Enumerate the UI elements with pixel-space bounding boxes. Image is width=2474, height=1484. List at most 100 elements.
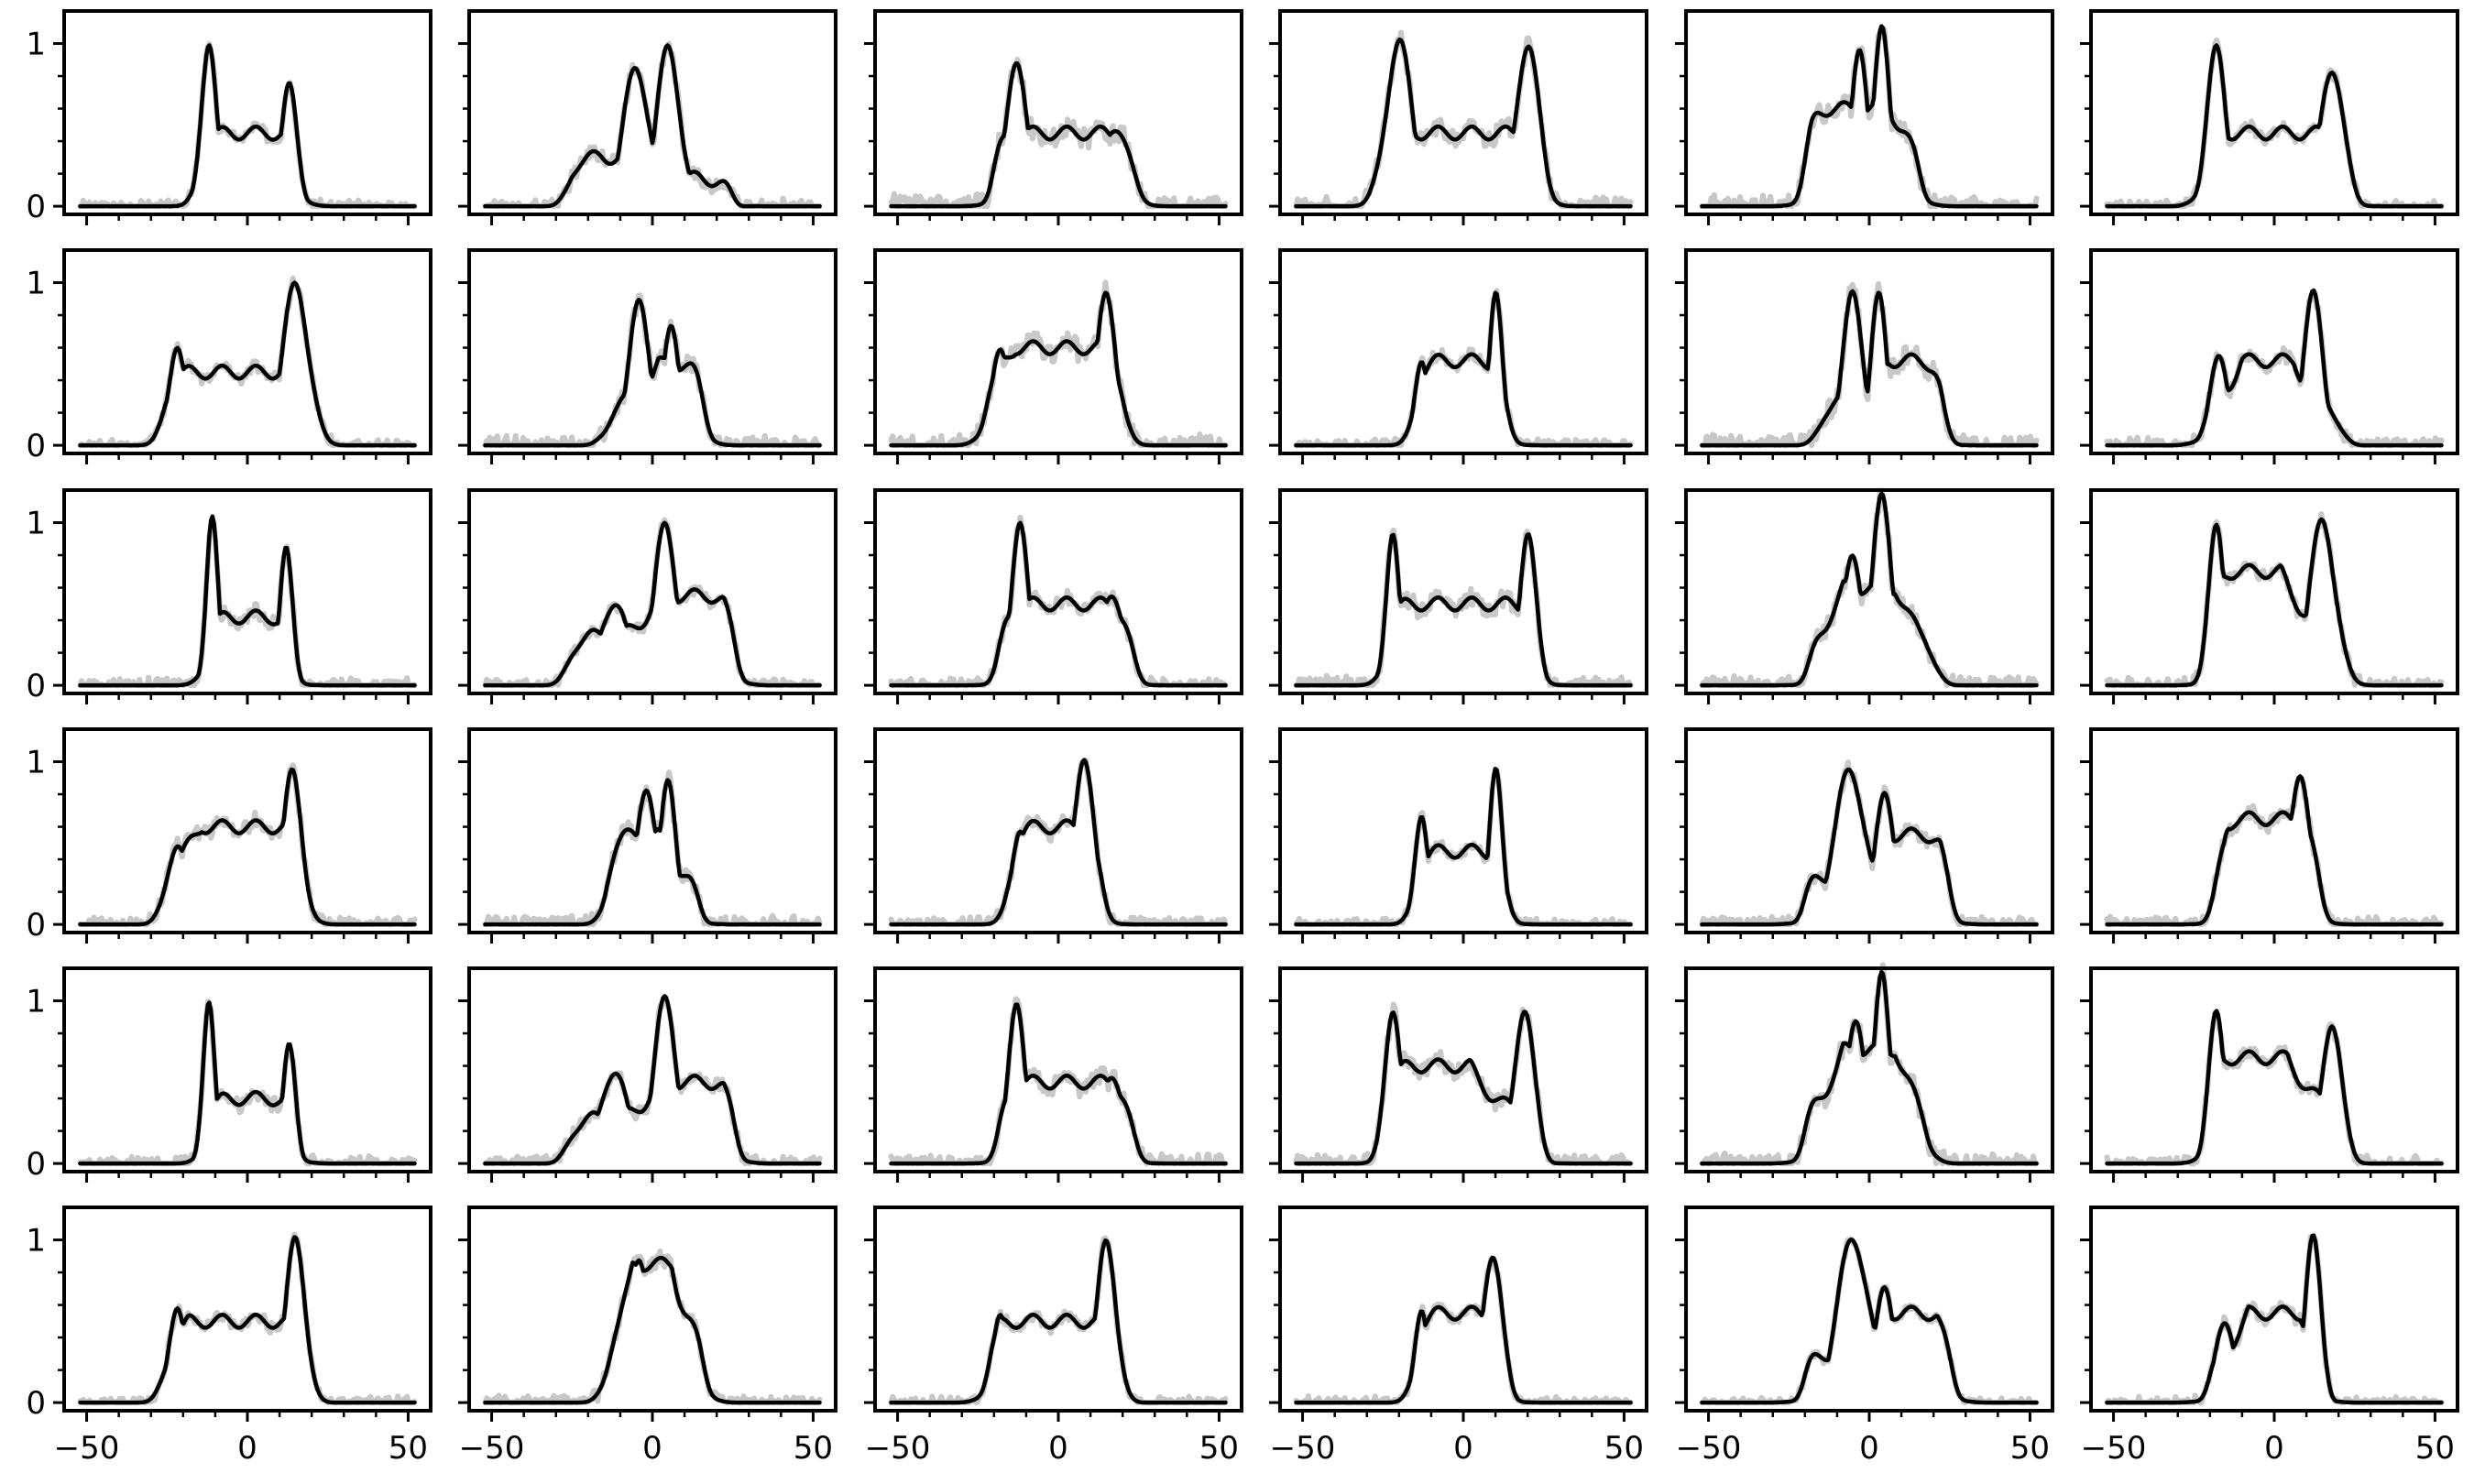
- panel-r4-c4: [1675, 962, 2054, 1183]
- x-tick-label: 50: [2010, 1430, 2050, 1467]
- fit-curve: [78, 280, 417, 448]
- panel-r2-c2: [864, 488, 1243, 704]
- y-tick-label: 1: [26, 27, 46, 63]
- y-tick-label: 0: [26, 907, 46, 944]
- fit-curve: [78, 767, 417, 927]
- x-tick-label: −50: [2081, 1430, 2147, 1467]
- fit-curve: [1700, 24, 2039, 209]
- fit-curve: [1294, 38, 1633, 209]
- fit-curve: [1700, 1238, 2039, 1405]
- x-tick-label: 0: [1048, 1430, 1068, 1467]
- panel-r3-c3: [1269, 727, 1648, 944]
- panel-r2-c1: [458, 488, 837, 704]
- fit-curve: [889, 520, 1228, 688]
- fit-curve: [78, 1235, 417, 1405]
- fit-curve: [1294, 290, 1633, 448]
- y-tick-label: 0: [26, 668, 46, 704]
- x-tick-label: 50: [1199, 1430, 1239, 1467]
- fit-curve: [1700, 969, 2039, 1166]
- y-tick-label: 1: [26, 506, 46, 542]
- fit-curve: [483, 1255, 822, 1405]
- x-tick-label: −50: [1270, 1430, 1336, 1467]
- fit-curve: [1294, 1009, 1633, 1166]
- fit-curve: [889, 290, 1228, 448]
- x-tick-label: 0: [237, 1430, 257, 1467]
- fit-curve: [889, 1238, 1228, 1405]
- panel-r4-c3: [1269, 966, 1648, 1183]
- panel-r3-c5: [2080, 727, 2459, 944]
- fit-curve: [2105, 1233, 2444, 1405]
- panel-r5-c1: −50 0 50: [458, 1206, 837, 1467]
- y-tick-label: 1: [26, 1223, 46, 1260]
- y-tick-label: 0: [26, 189, 46, 225]
- y-tick-label: 1: [26, 984, 46, 1020]
- fit-curve: [889, 758, 1228, 927]
- panel-r1-c2: [864, 248, 1243, 464]
- x-tick-label: 0: [1453, 1430, 1473, 1467]
- panel-r4-c2: [864, 966, 1243, 1183]
- x-tick-label: 0: [642, 1430, 662, 1467]
- panel-r3-c2: [864, 727, 1243, 944]
- panel-r2-c4: [1675, 487, 2054, 704]
- panel-r1-c5: [2080, 248, 2459, 464]
- panel-r3-c4: [1675, 727, 2054, 944]
- panel-r0-c4: [1675, 9, 2054, 225]
- y-tick-label: 1: [26, 266, 46, 302]
- panel-r5-c5: −50 0 50: [2080, 1206, 2459, 1467]
- fit-curve: [889, 60, 1228, 209]
- panel-r5-c4: −50 0 50: [1675, 1206, 2054, 1467]
- fit-curve: [2105, 43, 2444, 209]
- fit-curve: [483, 778, 822, 927]
- fit-curve: [1294, 532, 1633, 688]
- fit-curve: [78, 1000, 417, 1166]
- x-tick-label: −50: [54, 1430, 120, 1467]
- x-tick-label: 50: [2415, 1430, 2455, 1467]
- panel-r1-c0: 01: [26, 248, 432, 464]
- panel-r0-c3: [1269, 9, 1648, 225]
- fit-curve: [2105, 774, 2444, 927]
- panel-r1-c3: [1269, 248, 1648, 464]
- panel-r4-c5: [2080, 966, 2459, 1183]
- fit-curve: [483, 298, 822, 448]
- panel-r2-c0: 01: [26, 488, 432, 704]
- x-tick-label: 0: [1859, 1430, 1879, 1467]
- fit-curve: [1700, 767, 2039, 927]
- fit-curve: [78, 43, 417, 209]
- panel-r0-c1: [458, 9, 837, 225]
- x-tick-label: −50: [865, 1430, 931, 1467]
- panel-r3-c1: [458, 727, 837, 944]
- panel-r1-c1: [458, 248, 837, 464]
- x-tick-label: 0: [2264, 1430, 2284, 1467]
- y-tick-label: 0: [26, 1385, 46, 1422]
- panel-r0-c5: [2080, 9, 2459, 225]
- y-tick-label: 0: [26, 1146, 46, 1183]
- x-tick-label: −50: [459, 1430, 525, 1467]
- fit-curve: [2105, 517, 2444, 688]
- y-tick-label: 0: [26, 428, 46, 464]
- panel-r3-c0: 01: [26, 727, 432, 944]
- x-tick-label: 50: [794, 1430, 833, 1467]
- fit-curve: [1700, 289, 2039, 448]
- panel-r2-c3: [1269, 488, 1648, 704]
- panel-r0-c0: 01: [26, 9, 432, 225]
- fit-curve: [889, 1002, 1228, 1166]
- fit-curve: [1700, 491, 2039, 688]
- panel-r5-c2: −50 0 50: [864, 1206, 1243, 1467]
- panel-r5-c0: 01−50 0 50: [26, 1206, 432, 1467]
- x-tick-label: −50: [1676, 1430, 1742, 1467]
- panel-r5-c3: −50 0 50: [1269, 1206, 1648, 1467]
- panel-r0-c2: [864, 9, 1243, 225]
- panel-r1-c4: [1675, 248, 2054, 464]
- panel-r4-c1: [458, 966, 837, 1183]
- fit-curve: [1294, 1255, 1633, 1405]
- x-tick-label: 50: [1604, 1430, 1644, 1467]
- fit-curve: [483, 520, 822, 688]
- fit-curve: [483, 994, 822, 1166]
- y-tick-label: 1: [26, 745, 46, 781]
- fit-curve: [2105, 1009, 2444, 1166]
- fit-curve: [1294, 766, 1633, 927]
- panel-r4-c0: 01: [26, 966, 432, 1183]
